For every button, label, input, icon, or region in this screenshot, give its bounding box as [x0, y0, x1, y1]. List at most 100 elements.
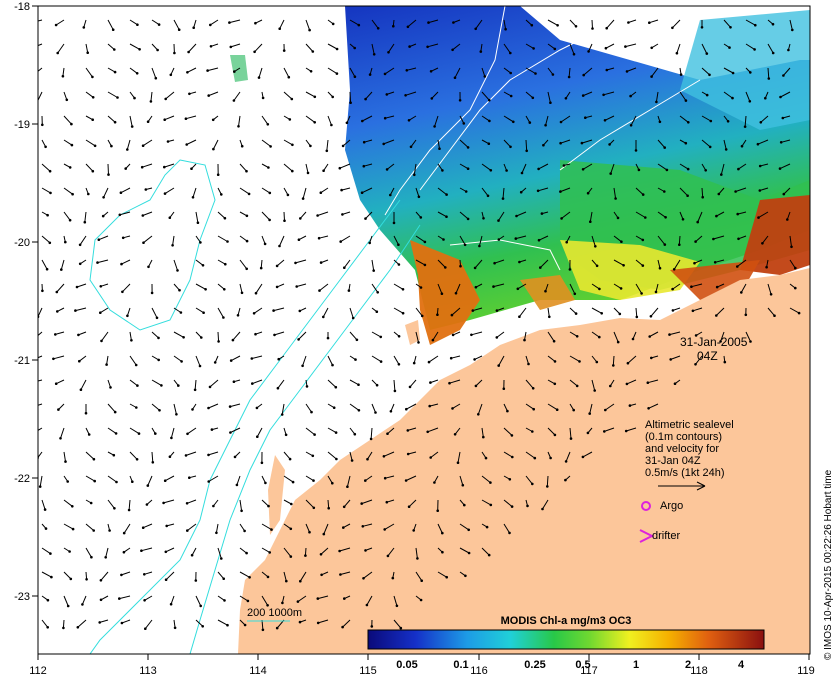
velocity-arrow-head: [150, 100, 153, 103]
velocity-arrow-head: [200, 336, 203, 339]
velocity-arrow-head: [312, 455, 315, 458]
velocity-arrow-head: [581, 142, 584, 145]
velocity-arrow-head: [100, 285, 103, 288]
velocity-arrow-head: [390, 410, 393, 413]
velocity-arrow-head: [301, 365, 304, 368]
velocity-arrow-head: [454, 76, 457, 79]
velocity-arrow-head: [343, 266, 346, 269]
velocity-arrow-head: [617, 341, 620, 344]
velocity-arrow-head: [341, 213, 344, 216]
velocity-arrow-head: [308, 531, 311, 534]
velocity-arrow-head: [475, 286, 478, 289]
velocity-arrow-head: [92, 529, 95, 532]
velocity-arrow-head: [49, 552, 52, 555]
velocity-arrow-head: [175, 413, 178, 416]
velocity-arrow-head: [420, 216, 423, 219]
velocity-arrow-head: [69, 166, 72, 169]
velocity-arrow-head: [212, 148, 215, 151]
velocity-arrow-head: [163, 118, 166, 121]
velocity-arrow-head: [312, 50, 315, 53]
velocity-arrow-head: [253, 312, 256, 315]
velocity-arrow-head: [396, 605, 399, 608]
velocity-arrow-head: [126, 148, 129, 151]
velocity-arrow-head: [113, 48, 116, 51]
velocity-arrow-head: [408, 119, 411, 122]
velocity-arrow-head: [67, 605, 70, 608]
velocity-arrow-head: [336, 48, 339, 51]
velocity-arrow-head: [269, 192, 272, 195]
velocity-arrow-head: [299, 621, 302, 624]
velocity-arrow-head: [267, 123, 270, 126]
velocity-arrow-head: [671, 27, 674, 30]
velocity-arrow-head: [107, 173, 110, 176]
velocity-arrow-head: [100, 579, 103, 582]
velocity-arrow-head: [537, 168, 540, 171]
velocity-arrow-head: [86, 51, 89, 54]
velocity-arrow-head: [428, 361, 431, 364]
velocity-arrow-head: [552, 73, 555, 76]
velocity-arrow-head: [619, 313, 622, 316]
velocity-arrow-head: [291, 98, 294, 101]
velocity-arrow-head: [62, 75, 65, 78]
velocity-arrow-head: [635, 149, 638, 152]
velocity-arrow-head: [694, 240, 697, 243]
velocity-arrow-head: [353, 47, 356, 50]
velocity-arrow-head: [170, 603, 173, 606]
velocity-arrow-head: [680, 73, 683, 76]
velocity-arrow-head: [141, 166, 144, 169]
velocity-arrow-head: [224, 217, 227, 220]
velocity-arrow-head: [243, 530, 246, 533]
velocity-arrow-head: [299, 580, 302, 583]
velocity-arrow-head: [361, 120, 364, 123]
velocity-arrow-head: [222, 577, 225, 580]
velocity-arrow-head: [100, 599, 103, 602]
velocity-arrow-head: [363, 165, 366, 168]
velocity-arrow-head: [192, 196, 195, 199]
velocity-arrow-head: [185, 143, 188, 146]
velocity-arrow-head: [687, 168, 690, 171]
velocity-arrow-head: [420, 286, 423, 289]
velocity-arrow-head: [237, 125, 240, 128]
velocity-arrow-head: [655, 291, 658, 294]
velocity-arrow-head: [297, 600, 300, 603]
velocity-arrow-head: [278, 27, 281, 30]
velocity-arrow-head: [87, 193, 90, 196]
velocity-arrow-head: [202, 264, 205, 267]
velocity-arrow-head: [644, 216, 647, 219]
velocity-arrow-head: [361, 191, 364, 194]
velocity-arrow-head: [416, 557, 419, 560]
velocity-arrow-head: [85, 578, 88, 581]
velocity-arrow-head: [772, 52, 775, 55]
velocity-arrow-head: [380, 360, 383, 363]
y-tick-label: -23: [14, 591, 30, 603]
velocity-arrow-head: [650, 75, 653, 78]
velocity-arrow-head: [673, 268, 676, 271]
velocity-arrow-head: [510, 95, 513, 98]
velocity-arrow-head: [131, 125, 134, 128]
velocity-arrow-head: [32, 381, 35, 384]
velocity-arrow-head: [318, 289, 321, 292]
velocity-arrow-head: [518, 315, 521, 318]
velocity-arrow-head: [56, 291, 59, 294]
velocity-arrow-head: [270, 528, 273, 531]
velocity-arrow-head: [144, 627, 147, 630]
velocity-arrow-head: [384, 73, 387, 76]
velocity-arrow-head: [433, 481, 436, 484]
velocity-arrow-head: [45, 527, 48, 530]
velocity-arrow-head: [467, 167, 470, 170]
velocity-arrow-head: [757, 216, 760, 219]
velocity-arrow-head: [676, 52, 679, 55]
velocity-arrow-head: [66, 480, 69, 483]
velocity-arrow-head: [678, 243, 681, 246]
velocity-arrow-head: [372, 269, 375, 272]
velocity-arrow-head: [588, 412, 591, 415]
velocity-arrow-head: [625, 430, 628, 433]
velocity-arrow-head: [392, 577, 395, 580]
velocity-arrow-head: [229, 405, 232, 408]
y-axis: -18 -19 -20 -21 -22 -23: [14, 1, 38, 603]
velocity-arrow-head: [620, 287, 623, 290]
velocity-arrow-head: [245, 268, 248, 271]
velocity-arrow-head: [308, 29, 311, 32]
y-tick-label: -20: [14, 237, 30, 249]
